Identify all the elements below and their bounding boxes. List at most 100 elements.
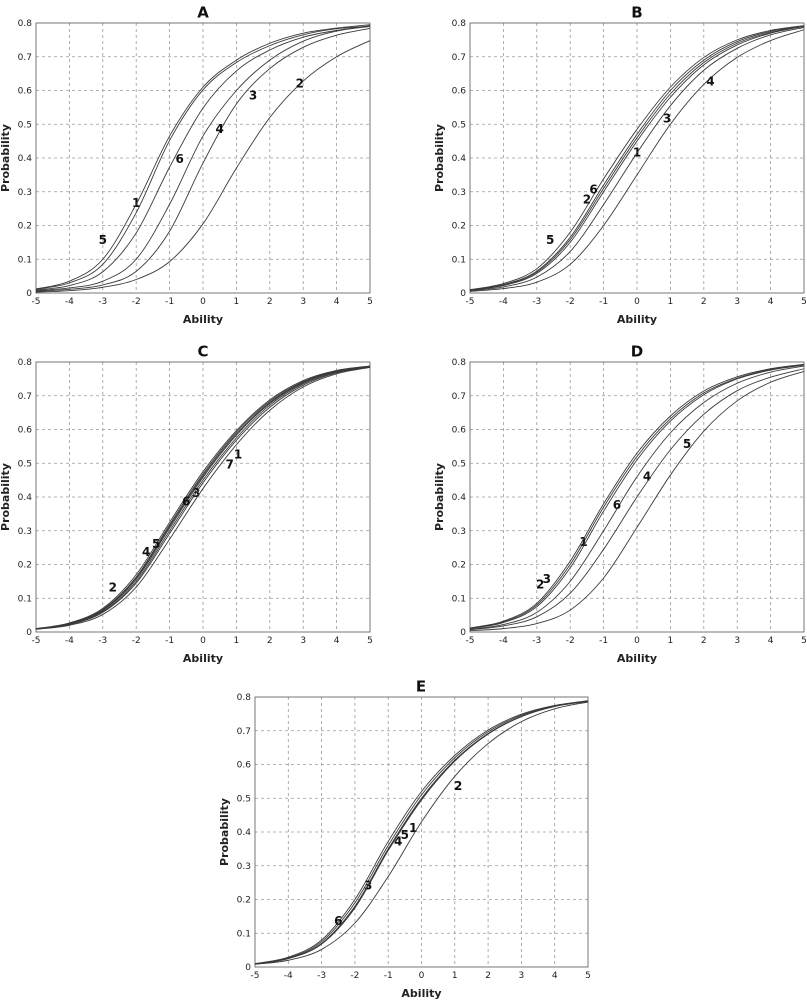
y-tick-label: 0.6: [237, 761, 252, 771]
curve-item-6: [469, 25, 805, 291]
curve-label-6: 6: [334, 914, 342, 928]
panel-a: A -5 -4 -3 -2 -1 0 1 2 3 4 5 0 0.1 0.2 0.3 0.4 0.5 0.6 0.7 0…: [0, 4, 373, 327]
x-tick-label: 3: [734, 636, 740, 646]
curve-label-5: 5: [152, 537, 160, 551]
curve-label-6: 6: [589, 183, 597, 197]
y-tick-label: 0.2: [18, 561, 32, 571]
y-axis-label: Probability: [433, 463, 446, 531]
y-tick-label: 0.7: [452, 53, 466, 63]
curve-item-5: [35, 24, 371, 290]
curve-label-2: 2: [454, 779, 462, 793]
x-tick-label: 1: [234, 297, 240, 307]
y-tick-label: 0: [245, 963, 251, 973]
x-tick-label: 4: [768, 636, 774, 646]
y-tick-label: 0.2: [237, 896, 251, 906]
y-tick-label: 0.8: [452, 19, 467, 29]
y-tick-label: 0.6: [18, 87, 33, 97]
y-tick-label: 0.5: [18, 120, 32, 130]
x-tick-label: 5: [801, 297, 807, 307]
x-tick-label: -1: [384, 971, 393, 981]
x-tick-label: -1: [165, 297, 174, 307]
y-axis-label: Probability: [0, 463, 12, 531]
x-tick-label: 1: [668, 297, 674, 307]
y-tick-label: 0.4: [237, 828, 252, 838]
curve-label-5: 5: [546, 233, 554, 247]
y-tick-label: 0.3: [452, 188, 466, 198]
x-tick-label: 0: [634, 297, 640, 307]
x-tick-label: -5: [466, 636, 475, 646]
panel-title: C: [197, 343, 208, 361]
x-tick-label: -3: [98, 636, 107, 646]
y-tick-label: 0.7: [18, 392, 32, 402]
x-tick-label: 0: [200, 297, 206, 307]
x-tick-label: -2: [132, 297, 141, 307]
curve-item-6: [35, 366, 371, 630]
x-tick-label: -4: [499, 297, 508, 307]
y-tick-label: 0.5: [18, 459, 32, 469]
x-tick-label: 3: [300, 297, 306, 307]
curve-label-1: 1: [132, 196, 140, 210]
curve-item-3: [35, 365, 371, 630]
y-tick-label: 0.8: [18, 19, 33, 29]
y-tick-label: 0.5: [452, 120, 466, 130]
curve-item-2: [35, 40, 371, 293]
panel-e: E-5 -4 -3 -2 -1 0 1 2 3 4 500.10.20.30.40.50.60.70…: [218, 678, 591, 1000]
x-tick-label: -5: [32, 297, 41, 307]
curve-label-6: 6: [175, 152, 183, 166]
curve-label-3: 3: [663, 112, 671, 126]
x-tick-label: -1: [599, 297, 608, 307]
curve-item-6: [35, 25, 371, 291]
y-tick-label: 0.6: [18, 426, 33, 436]
x-tick-label: -2: [132, 636, 141, 646]
curve-item-4: [35, 27, 371, 292]
x-tick-label: 2: [701, 297, 707, 307]
curve-item-3: [469, 364, 805, 630]
x-tick-label: 1: [234, 636, 240, 646]
y-tick-label: 0.7: [237, 727, 251, 737]
curve-item-4: [35, 365, 371, 630]
y-tick-label: 0: [26, 289, 32, 299]
plot-frame: [469, 22, 805, 294]
panel-title: D: [631, 343, 643, 361]
curve-item-2: [469, 363, 805, 629]
x-tick-label: 0: [200, 636, 206, 646]
curve-item-3: [469, 26, 805, 292]
x-tick-label: -3: [317, 971, 326, 981]
y-tick-label: 0.1: [452, 255, 466, 265]
x-tick-label: 3: [519, 971, 525, 981]
y-tick-label: 0.1: [18, 594, 32, 604]
y-tick-label: 0.2: [452, 222, 466, 232]
y-axis-label: Probability: [218, 798, 231, 866]
y-tick-label: 0.1: [452, 594, 466, 604]
x-tick-label: 1: [668, 636, 674, 646]
curve-label-3: 3: [543, 572, 551, 586]
x-tick-label: -2: [566, 297, 575, 307]
curve-label-3: 3: [249, 89, 257, 103]
x-axis-label: Ability: [401, 987, 441, 1000]
x-tick-label: -4: [499, 636, 508, 646]
x-tick-label: 2: [485, 971, 491, 981]
y-tick-label: 0.8: [452, 358, 467, 368]
curve-label-6: 6: [182, 495, 190, 509]
x-tick-label: 1: [452, 971, 458, 981]
curve-label-1: 1: [409, 821, 417, 835]
curve-item-5: [469, 25, 805, 291]
x-tick-label: 3: [300, 636, 306, 646]
curve-item-2: [469, 25, 805, 291]
y-tick-label: 0.2: [452, 561, 466, 571]
x-tick-label: 4: [334, 297, 340, 307]
x-tick-label: 4: [768, 297, 774, 307]
x-tick-label: -2: [350, 971, 359, 981]
curve-item-1: [469, 25, 805, 291]
x-tick-label: -2: [566, 636, 575, 646]
y-tick-label: 0.7: [452, 392, 466, 402]
curve-label-4: 4: [216, 122, 224, 136]
y-tick-label: 0.1: [18, 255, 32, 265]
y-tick-label: 0.4: [18, 493, 33, 503]
x-tick-label: 0: [419, 971, 425, 981]
plot-frame: [254, 696, 589, 968]
panel-title: B: [631, 4, 642, 22]
y-tick-label: 0.8: [18, 358, 33, 368]
x-tick-label: -5: [32, 636, 41, 646]
y-tick-label: 0.5: [452, 459, 466, 469]
